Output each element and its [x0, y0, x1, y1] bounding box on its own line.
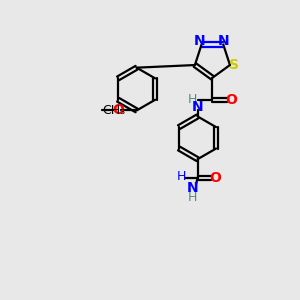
Text: N: N — [187, 181, 198, 195]
Text: N: N — [194, 34, 205, 48]
Text: N: N — [192, 100, 203, 114]
Text: H: H — [188, 93, 197, 106]
Text: N: N — [218, 34, 229, 48]
Text: O: O — [225, 93, 237, 107]
Text: O: O — [209, 171, 221, 184]
Text: H: H — [176, 170, 186, 183]
Text: CH₃: CH₃ — [102, 104, 125, 117]
Text: O: O — [112, 103, 124, 118]
Text: S: S — [230, 58, 239, 72]
Text: H: H — [188, 191, 197, 204]
